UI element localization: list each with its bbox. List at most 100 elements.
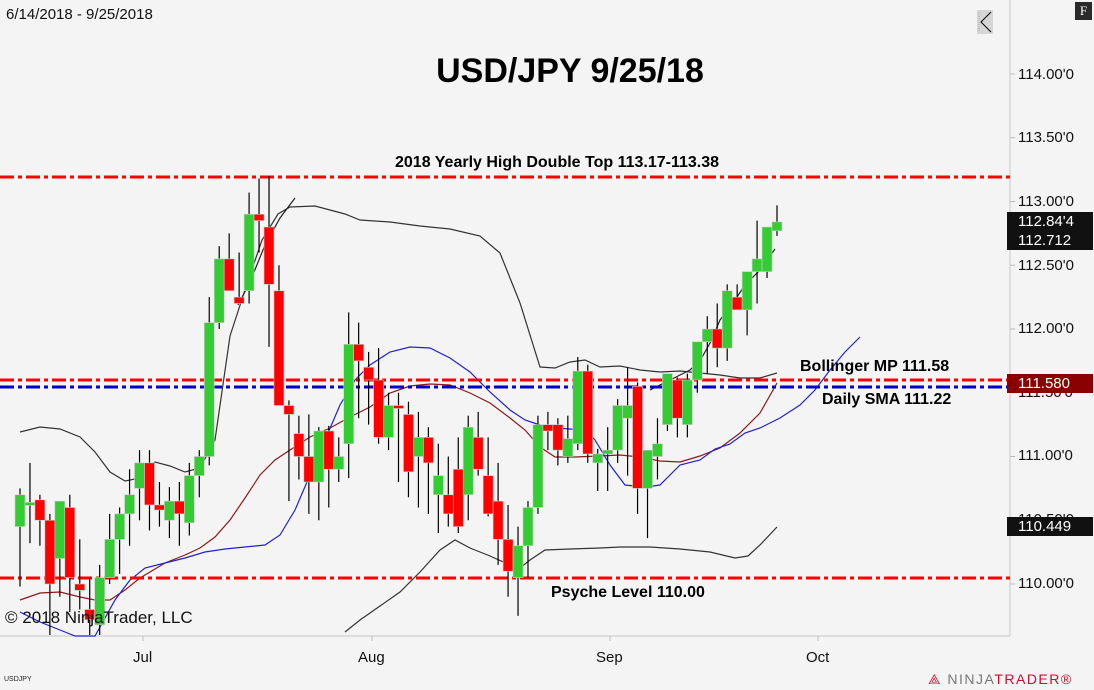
time-label-oct: Oct [806,649,830,666]
candle-down [34,499,46,521]
candle-down [472,437,484,470]
price-tick-112-5: 112.50'0 [1018,257,1074,274]
time-axis-ticks [142,636,819,641]
candle-down [542,424,554,432]
candle-up [662,373,673,425]
copyright-text: © 2018 NinjaTrader, LLC [5,608,193,627]
candle-up [701,328,713,343]
candle-up [682,379,693,425]
candle-down [731,296,743,311]
candle-down [492,500,504,540]
bollinger-annotation: Bollinger MP 111.58 [800,358,950,375]
candle-up [652,443,663,457]
daily-sma-annotation: Daily SMA 111.22 [822,391,952,408]
candle-up [383,405,394,438]
candle-up [512,545,524,578]
candle-up [592,453,604,464]
candle-up [24,502,36,506]
candle-up [243,213,255,292]
candle-up [413,437,424,457]
candle-down [263,226,275,285]
candle-down [403,414,414,473]
candle-down [293,433,305,457]
candle-up [114,513,125,540]
time-label-jul: Jul [133,649,153,666]
chevron-left-icon [978,11,992,33]
candle-down [74,583,86,591]
bollinger-lower-line [344,526,778,633]
candle-up [203,322,215,457]
candles [14,176,783,635]
candle-down [223,258,235,292]
candle-up [462,426,474,496]
candle-up [741,271,753,311]
candle-down [174,500,185,515]
candle-up [184,475,195,524]
candle-down [303,456,315,483]
price-axis-ticks [1010,73,1015,585]
candle-down [443,494,454,515]
candle-down [711,328,723,349]
price-tick-110: 110.00'0 [1018,575,1074,592]
candle-up [104,539,115,578]
candle-up [771,221,783,232]
candle-down [154,504,165,511]
candle-up [751,258,763,272]
candle-down [353,343,364,362]
candle-up [164,500,175,521]
indicator-lines [19,197,861,637]
upper-band-tag: 112.712 [1007,231,1093,250]
candle-down [502,539,514,572]
candle-up [721,290,733,349]
candle-up [642,449,653,489]
candle-down [44,519,56,585]
candle-down [582,370,594,455]
candle-up [522,507,534,547]
candle-down [64,507,76,578]
candle-up [622,405,633,419]
candle-up [761,226,773,272]
last-price-tag: 112.84'4 [1007,212,1093,231]
candle-down [323,430,335,470]
candle-up [124,494,135,515]
price-tick-113-5: 113.50'0 [1018,129,1074,146]
candle-down [452,468,464,527]
sma-line [19,336,861,637]
time-label-sep: Sep [596,649,623,666]
candle-down [273,290,285,406]
candle-up [343,343,354,445]
price-tick-114: 114.00'0 [1018,66,1074,83]
candle-up [213,258,225,323]
candle-down [363,366,374,381]
candle-up [333,456,345,470]
candle-up [562,438,574,457]
candle-down [144,462,155,506]
candle-up [54,500,66,559]
ninja-logo-icon: ⟁ [928,671,942,687]
price-tick-111: 111.00'0 [1018,447,1073,464]
candle-down [283,405,295,415]
candle-up [193,456,205,476]
f-button[interactable]: F [1075,2,1092,20]
psyche-annotation: Psyche Level 110.00 [551,584,705,601]
candle-up [612,405,623,451]
candle-down [253,213,265,221]
candle-up [532,424,544,508]
candle-up [433,475,444,496]
candle-down [373,379,384,438]
candle-down [482,475,494,515]
lower-band-tag: 110.449 [1007,517,1093,536]
bollinger-mp-tag: 111.580 [1007,374,1093,393]
instrument-label: USDJPY [4,676,32,683]
candle-up [692,341,703,381]
yearly-high-annotation: 2018 Yearly High Double Top 113.17-113.3… [395,154,720,171]
date-range: 6/14/2018 - 9/25/2018 [6,6,153,23]
candle-down [393,405,404,409]
ninjatrader-logo: ⟁ NINJATRADER® [928,671,1073,687]
collapse-panel-button[interactable] [977,10,993,34]
candle-up [572,370,584,445]
chart-title: USD/JPY 9/25/18 [436,52,704,90]
time-label-aug: Aug [358,649,385,666]
candle-down [233,296,245,304]
